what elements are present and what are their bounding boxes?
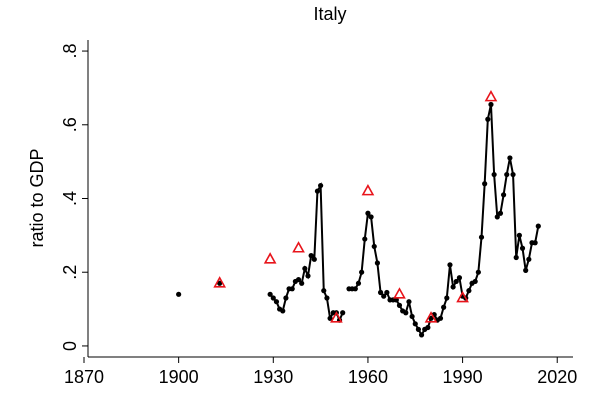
y-tick-label: .6 [60,117,80,132]
point [403,310,409,316]
point [324,295,330,301]
point [308,253,314,259]
point [466,288,472,294]
point [381,293,387,299]
point [526,256,532,262]
point [406,299,412,305]
point [355,280,362,286]
point [428,315,434,321]
point [327,315,333,321]
point [295,276,302,283]
point [340,310,346,316]
point [396,302,403,308]
y-tick-label: .8 [60,44,80,59]
x-tick-label: 1900 [159,367,199,387]
point [491,171,497,178]
point [488,101,494,108]
triangle-marker [361,183,375,196]
point [362,236,368,242]
y-tick-label: .2 [60,265,80,280]
point [270,295,276,301]
point [273,299,280,305]
series-line [269,104,540,337]
point [368,214,374,220]
x-tick-label: 1870 [64,367,104,387]
point [371,243,377,250]
triangle-marker [263,252,277,264]
point [504,171,510,178]
point [450,284,456,290]
point [412,321,418,327]
point [441,304,447,310]
point [437,315,444,321]
point [478,234,485,240]
triangle-marker [456,290,469,303]
point [494,214,500,220]
point [456,275,463,281]
point [415,326,422,332]
point [475,269,481,275]
point [302,265,308,272]
triangle-marker [484,89,498,102]
point [352,286,358,292]
point [444,295,450,301]
point [485,116,491,122]
point [418,332,425,338]
point [318,182,324,189]
point [267,291,273,297]
y-axis-title: ratio to GDP [27,148,47,247]
triangle-marker [213,276,227,288]
point [519,245,526,251]
x-tick-label: 2020 [537,367,577,387]
point [532,240,538,246]
triangle-marker [292,241,305,253]
point [523,267,529,273]
point [384,289,390,296]
point [482,181,488,187]
point [510,171,516,178]
point [176,291,182,297]
point [283,295,289,301]
point [289,286,295,292]
triangle-marker [330,311,343,323]
point [516,232,522,238]
point [314,188,321,194]
point [453,278,459,285]
point [447,262,453,268]
x-tick-label: 1990 [443,367,483,387]
point [365,210,371,216]
point [299,280,305,286]
point [507,155,513,161]
x-tick-label: 1960 [348,367,388,387]
point [374,260,380,266]
point [311,256,317,262]
point [359,269,365,275]
point [425,324,431,331]
point [500,192,507,198]
point [305,273,311,279]
point [377,289,384,296]
chart-title: Italy [313,4,346,24]
point [217,280,223,286]
x-tick-label: 1930 [253,367,293,387]
y-tick-label: 0 [60,341,80,351]
y-tick-label: .4 [60,191,80,206]
point [472,278,478,285]
point [513,254,519,261]
triangle-marker [424,311,438,323]
point [409,313,415,320]
point [280,308,286,314]
point [535,223,541,229]
point [497,210,504,216]
triangle-marker [393,287,406,299]
point [321,288,327,294]
